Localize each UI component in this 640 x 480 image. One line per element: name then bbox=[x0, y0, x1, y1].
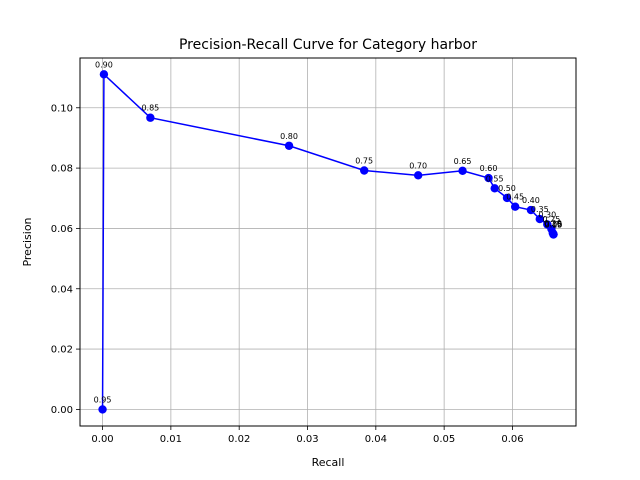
data-point bbox=[510, 202, 520, 211]
threshold-label: 0.90 bbox=[95, 60, 113, 69]
threshold-label: 0.25 bbox=[542, 215, 560, 224]
x-tick-label: 0.01 bbox=[160, 434, 182, 445]
data-point bbox=[284, 141, 294, 150]
data-point bbox=[549, 230, 558, 239]
threshold-label: 0.70 bbox=[409, 161, 427, 170]
plot-frame bbox=[79, 57, 577, 427]
x-tick-label: 0.04 bbox=[365, 434, 387, 445]
x-tick-label: 0.03 bbox=[296, 434, 318, 445]
x-axis-title: Recall bbox=[312, 456, 345, 469]
ticks: 0.00 0.01 0.02 0.03 0.04 0.05 0.06 0.00 0.02 0.04… bbox=[51, 103, 524, 445]
y-tick-label: 0.10 bbox=[51, 103, 73, 114]
y-tick-label: 0.08 bbox=[51, 164, 73, 175]
data-point bbox=[526, 205, 536, 215]
data-point bbox=[535, 214, 544, 224]
threshold-label: 0.80 bbox=[280, 132, 298, 141]
data-point bbox=[502, 193, 512, 203]
threshold-label: 0.50 bbox=[498, 184, 516, 193]
x-tick-label: 0.02 bbox=[228, 434, 250, 445]
data-point bbox=[484, 173, 493, 183]
data-point bbox=[99, 70, 109, 79]
threshold-label: 0.95 bbox=[94, 395, 112, 404]
data-point bbox=[146, 113, 155, 122]
data-point bbox=[490, 184, 499, 193]
threshold-label: 0.65 bbox=[454, 157, 472, 166]
x-tick-label: 0.00 bbox=[91, 434, 113, 445]
threshold-label: 0.85 bbox=[141, 104, 159, 113]
threshold-label: 0.40 bbox=[522, 196, 540, 205]
data-point bbox=[98, 405, 107, 414]
threshold-label: 0.75 bbox=[355, 157, 373, 166]
series bbox=[98, 70, 558, 414]
threshold-label: 0.05 bbox=[545, 220, 563, 229]
threshold-label: 0.55 bbox=[486, 174, 504, 183]
point-labels: 0.95 0.90 0.85 0.80 0.75 0.70 0.65 0.600.550.50… bbox=[94, 60, 563, 404]
y-tick-label: 0.02 bbox=[51, 345, 73, 356]
threshold-label: 0.10 bbox=[545, 220, 563, 229]
threshold-label: 0.45 bbox=[506, 193, 524, 202]
threshold-label: 0.35 bbox=[531, 205, 549, 214]
data-point bbox=[360, 166, 369, 175]
y-tick-label: 0.04 bbox=[51, 284, 73, 295]
x-tick-label: 0.05 bbox=[433, 434, 455, 445]
data-point bbox=[458, 166, 467, 176]
threshold-label: 0.60 bbox=[480, 164, 498, 173]
threshold-label: 0.20 bbox=[544, 219, 562, 228]
data-point bbox=[413, 171, 423, 180]
y-tick-label: 0.06 bbox=[51, 224, 73, 235]
x-tick-label: 0.06 bbox=[501, 434, 523, 445]
y-tick-label: 0.00 bbox=[51, 405, 73, 416]
threshold-label: 0.15 bbox=[545, 220, 563, 229]
grid bbox=[80, 58, 576, 426]
y-axis-title: Precision bbox=[21, 217, 34, 266]
chart-title: Precision-Recall Curve for Category harb… bbox=[179, 37, 477, 53]
threshold-label: 0.30 bbox=[538, 211, 556, 220]
